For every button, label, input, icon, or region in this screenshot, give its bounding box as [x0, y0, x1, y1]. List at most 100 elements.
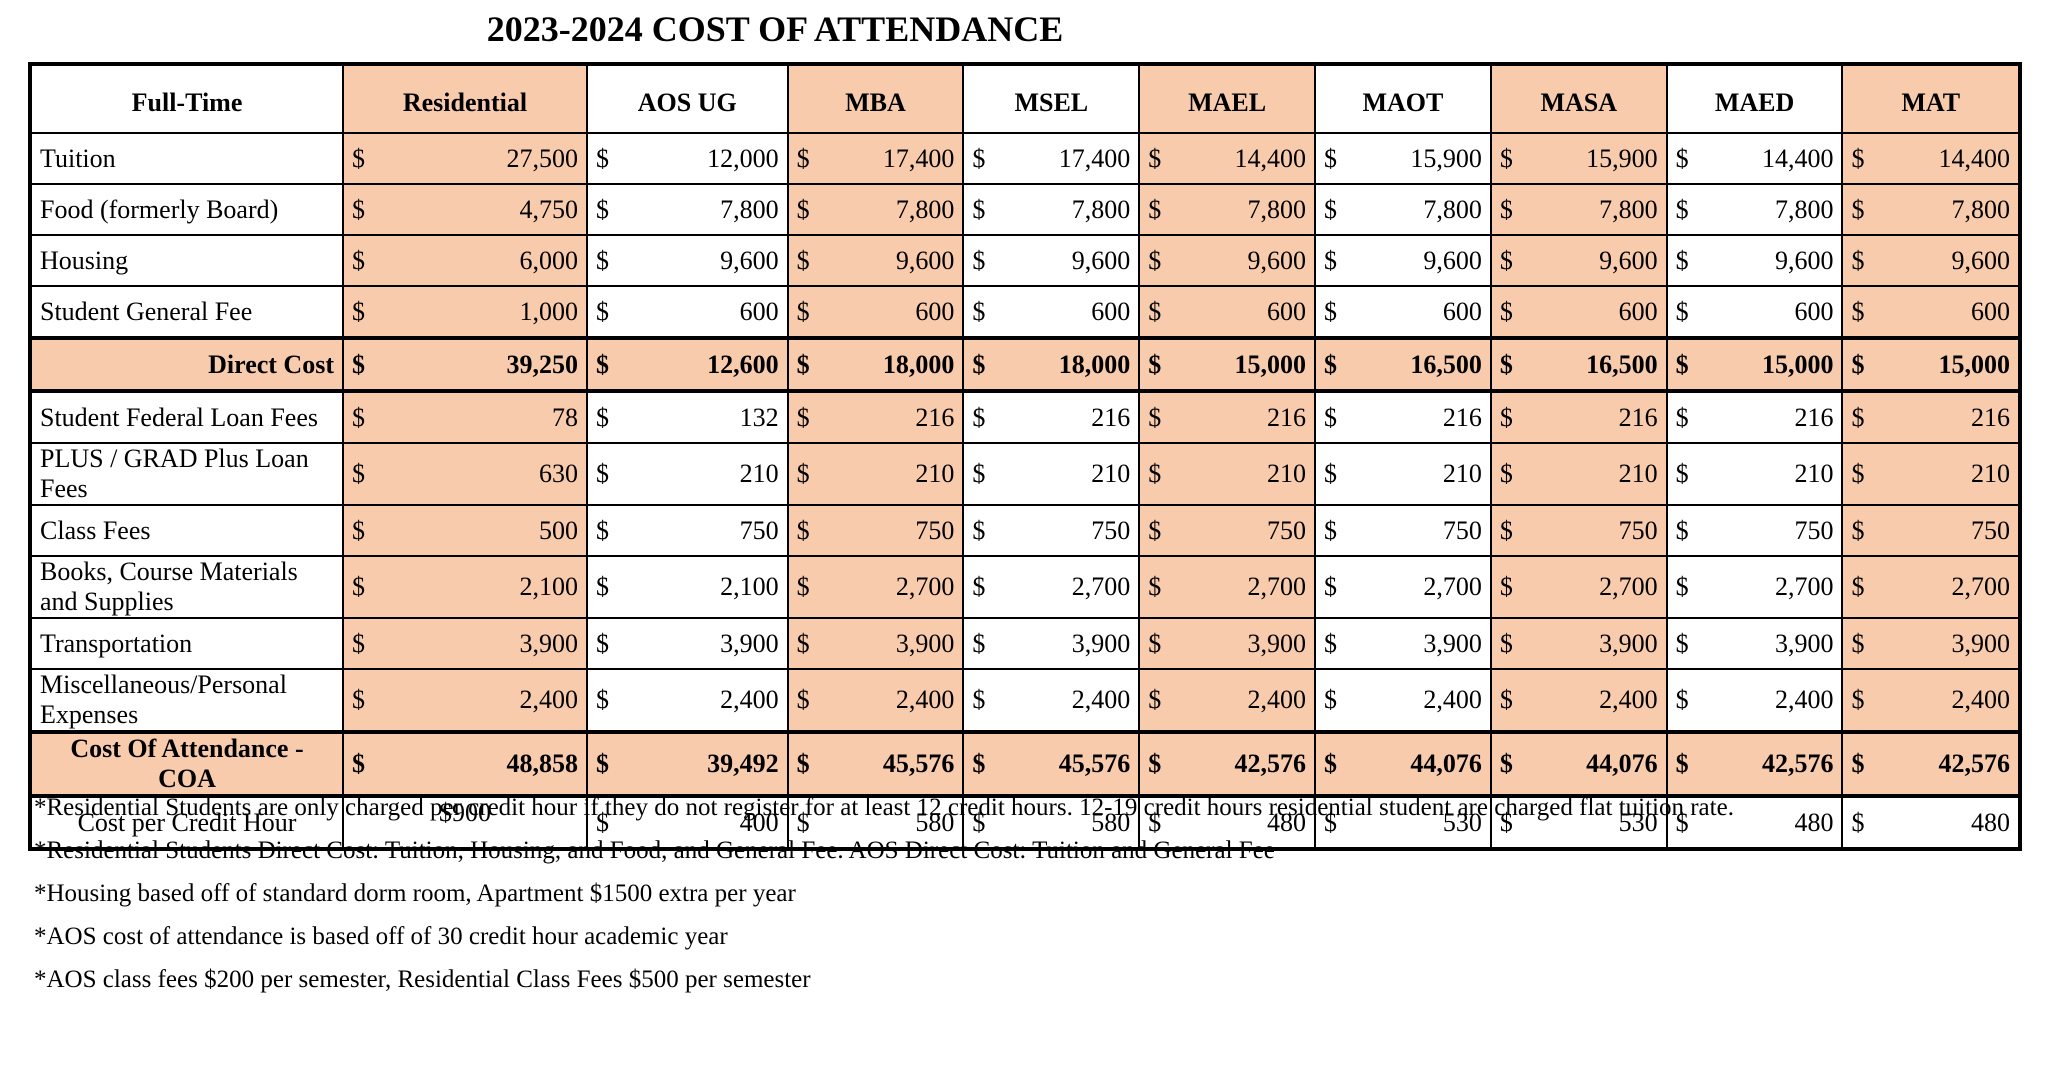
cell-amount: $3,900: [596, 629, 779, 659]
amount: 12,000: [707, 143, 779, 173]
currency-sign: $: [1851, 402, 1865, 432]
cost-cell: $3,900: [1138, 617, 1317, 670]
cost-cell: $78: [342, 390, 588, 444]
amount: 2,400: [895, 685, 955, 714]
amount: 2,100: [519, 572, 578, 601]
amount: 216: [1091, 402, 1131, 432]
currency-sign: $: [352, 143, 365, 173]
cost-cell: $3,900: [585, 617, 789, 670]
amount: 600: [1442, 296, 1482, 326]
amount: 15,900: [1586, 143, 1658, 173]
cost-cell: $750: [1314, 504, 1492, 557]
amount: 750: [1442, 515, 1482, 545]
cost-cell: $9,600: [1665, 234, 1844, 287]
cell-amount: $15,900: [1500, 144, 1658, 174]
table-row: Cost per Credit Hour $900 $400 $580 $580 $480…: [29, 795, 2021, 850]
amount: 3,900: [1951, 628, 2011, 658]
currency-sign: $: [1148, 194, 1162, 224]
cell-amount: $210: [1851, 459, 2010, 489]
cell-amount: $17,400: [797, 144, 955, 174]
currency-sign: $: [595, 807, 609, 837]
column-header: MASA: [1489, 63, 1668, 134]
cost-cell: $12,000: [585, 132, 789, 185]
currency-sign: $: [972, 628, 986, 658]
amount: 17,400: [1058, 143, 1131, 173]
currency-sign: $: [1148, 296, 1162, 326]
cost-cell: $2,700: [1489, 555, 1668, 619]
cell-amount: $42,576: [1851, 749, 2010, 779]
footnote: *AOS cost of attendance is based off of …: [34, 923, 728, 950]
cell-amount: $7,800: [797, 195, 955, 225]
cost-cell: $2,400: [962, 668, 1141, 733]
cost-cell: $132: [585, 390, 789, 444]
currency-sign: $: [972, 749, 986, 778]
cell-amount: $16,500: [1500, 350, 1658, 380]
currency-sign: $: [972, 349, 986, 379]
currency-sign: $: [796, 194, 810, 224]
cost-cell: $44,076: [1489, 730, 1668, 798]
cost-cell: $216: [1314, 390, 1492, 444]
cost-cell: $16,500: [1314, 336, 1492, 393]
cell-amount: $216: [1148, 403, 1306, 433]
currency-sign: $: [1148, 807, 1162, 837]
currency-sign: $: [352, 685, 365, 714]
amount: 12,600: [707, 349, 779, 379]
cell-amount: $2,100: [596, 572, 779, 602]
column-header: MSEL: [962, 63, 1141, 134]
amount: 2,400: [1423, 685, 1482, 714]
cell-amount: $39,492: [596, 749, 779, 779]
amount: 3,900: [1423, 628, 1482, 658]
currency-sign: $: [1851, 349, 1865, 379]
amount: 750: [739, 515, 779, 545]
cell-amount: $3,900: [1324, 629, 1482, 659]
cost-cell: $750: [786, 504, 965, 557]
cost-cell: $7,800: [1841, 183, 2021, 236]
currency-sign: $: [1675, 402, 1689, 432]
cost-cell: $210: [1665, 442, 1844, 506]
cost-cell: $600: [1841, 285, 2021, 339]
cell-amount: $2,700: [1851, 572, 2010, 602]
cost-cell: $4,750: [342, 183, 588, 236]
cost-cell: $750: [585, 504, 789, 557]
currency-sign: $: [1148, 245, 1162, 275]
currency-sign: $: [1851, 245, 1865, 275]
cell-amount: $600: [1676, 297, 1834, 327]
cost-cell: $2,100: [342, 555, 588, 619]
cell-amount: $9,600: [797, 246, 955, 276]
cost-cell: $216: [1138, 390, 1317, 444]
cost-cell: $750: [1841, 504, 2021, 557]
amount: 48,858: [506, 749, 578, 778]
amount: 2,700: [1774, 572, 1834, 601]
cost-cell: $480: [1665, 795, 1844, 850]
amount: 2,700: [1247, 572, 1307, 601]
cell-amount: $45,576: [972, 749, 1130, 779]
amount: 600: [739, 296, 779, 326]
footnote: *Residential Students are only charged p…: [34, 794, 1734, 821]
amount: 18,000: [882, 349, 955, 379]
cell-amount: $2,700: [1500, 572, 1658, 602]
cost-cell: $15,900: [1489, 132, 1668, 185]
cell-amount: $580: [797, 808, 955, 838]
row-label: Food (formerly Board): [29, 183, 344, 236]
amount: 4,750: [519, 194, 578, 224]
currency-sign: $: [1324, 515, 1338, 545]
amount: 3,900: [1599, 628, 1658, 658]
currency-sign: $: [595, 245, 609, 275]
amount: 210: [1442, 459, 1482, 488]
amount: 42,576: [1938, 749, 2011, 778]
cell-amount: $2,400: [1851, 685, 2010, 715]
cost-cell: $2,400: [1138, 668, 1317, 733]
currency-sign: $: [1148, 628, 1162, 658]
currency-sign: $: [796, 628, 810, 658]
currency-sign: $: [1324, 749, 1338, 778]
amount: 9,600: [720, 245, 779, 275]
cell-amount: $400: [596, 808, 779, 838]
cost-cell: $2,700: [1138, 555, 1317, 619]
cell-amount: $42,576: [1148, 749, 1306, 779]
amount: 750: [1618, 515, 1658, 545]
cell-amount: $750: [596, 516, 779, 546]
cost-cell: $18,000: [786, 336, 965, 393]
cost-cell: $210: [962, 442, 1141, 506]
cell-amount: $15,900: [1324, 144, 1482, 174]
amount: 2,100: [720, 572, 779, 601]
